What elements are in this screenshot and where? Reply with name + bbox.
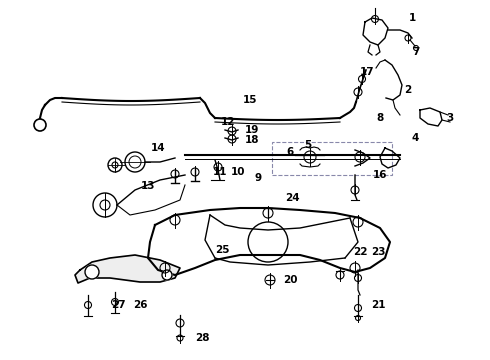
Text: 17: 17 (360, 67, 374, 77)
Text: 5: 5 (304, 140, 312, 150)
Text: 12: 12 (221, 117, 235, 127)
Text: 16: 16 (373, 170, 387, 180)
Text: 26: 26 (133, 300, 147, 310)
Text: 11: 11 (213, 167, 227, 177)
Text: 1: 1 (408, 13, 416, 23)
Circle shape (162, 270, 172, 280)
Text: 28: 28 (195, 333, 209, 343)
Text: 3: 3 (446, 113, 454, 123)
Bar (272, 142, 392, 175)
Text: 6: 6 (286, 147, 294, 157)
Text: 14: 14 (151, 143, 165, 153)
Text: 18: 18 (245, 135, 259, 145)
Text: 2: 2 (404, 85, 412, 95)
Text: 15: 15 (243, 95, 257, 105)
Text: 8: 8 (376, 113, 384, 123)
Text: 19: 19 (245, 125, 259, 135)
Text: 27: 27 (111, 300, 125, 310)
Polygon shape (75, 255, 180, 283)
Text: 9: 9 (254, 173, 262, 183)
Text: 22: 22 (353, 247, 367, 257)
Text: 20: 20 (283, 275, 297, 285)
Text: 21: 21 (371, 300, 385, 310)
Text: 25: 25 (215, 245, 229, 255)
Text: 10: 10 (231, 167, 245, 177)
Text: 13: 13 (141, 181, 155, 191)
Circle shape (85, 265, 99, 279)
Text: 4: 4 (411, 133, 418, 143)
Text: 7: 7 (412, 47, 420, 57)
Text: 23: 23 (371, 247, 385, 257)
Text: 24: 24 (285, 193, 299, 203)
